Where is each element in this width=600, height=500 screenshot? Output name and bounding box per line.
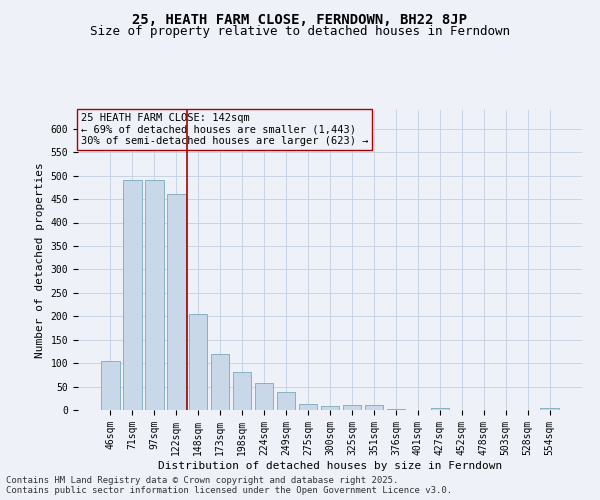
Bar <box>431 408 449 410</box>
Text: Size of property relative to detached houses in Ferndown: Size of property relative to detached ho… <box>90 25 510 38</box>
Bar <box>167 194 185 410</box>
Bar <box>365 406 383 410</box>
Y-axis label: Number of detached properties: Number of detached properties <box>35 162 45 358</box>
Bar <box>386 408 405 410</box>
Bar <box>145 180 164 410</box>
Bar <box>343 406 361 410</box>
Bar <box>255 384 274 410</box>
Text: 25, HEATH FARM CLOSE, FERNDOWN, BH22 8JP: 25, HEATH FARM CLOSE, FERNDOWN, BH22 8JP <box>133 12 467 26</box>
Bar <box>211 354 229 410</box>
Bar <box>299 404 317 410</box>
Bar <box>277 392 295 410</box>
X-axis label: Distribution of detached houses by size in Ferndown: Distribution of detached houses by size … <box>158 460 502 470</box>
Text: 25 HEATH FARM CLOSE: 142sqm
← 69% of detached houses are smaller (1,443)
30% of : 25 HEATH FARM CLOSE: 142sqm ← 69% of det… <box>80 113 368 146</box>
Bar <box>101 361 119 410</box>
Bar <box>320 406 340 410</box>
Bar <box>541 408 559 410</box>
Bar <box>189 314 208 410</box>
Text: Contains HM Land Registry data © Crown copyright and database right 2025.
Contai: Contains HM Land Registry data © Crown c… <box>6 476 452 495</box>
Bar <box>123 180 142 410</box>
Bar <box>233 372 251 410</box>
